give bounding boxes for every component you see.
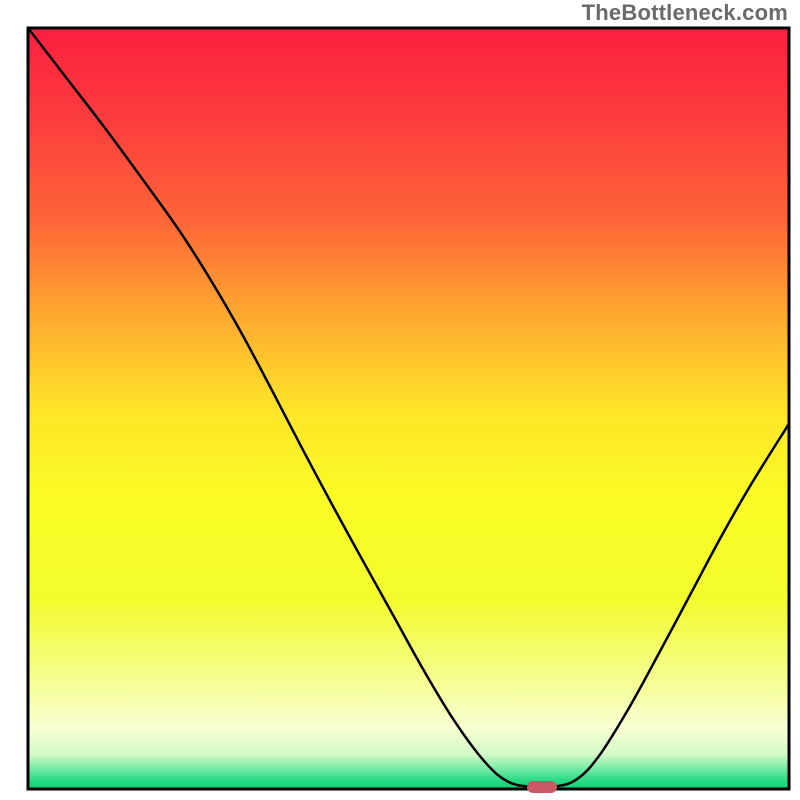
bottleneck-chart: TheBottleneck.com (0, 0, 800, 800)
chart-svg (0, 0, 800, 800)
optimal-point-marker (527, 781, 557, 793)
gradient-background (28, 28, 789, 789)
